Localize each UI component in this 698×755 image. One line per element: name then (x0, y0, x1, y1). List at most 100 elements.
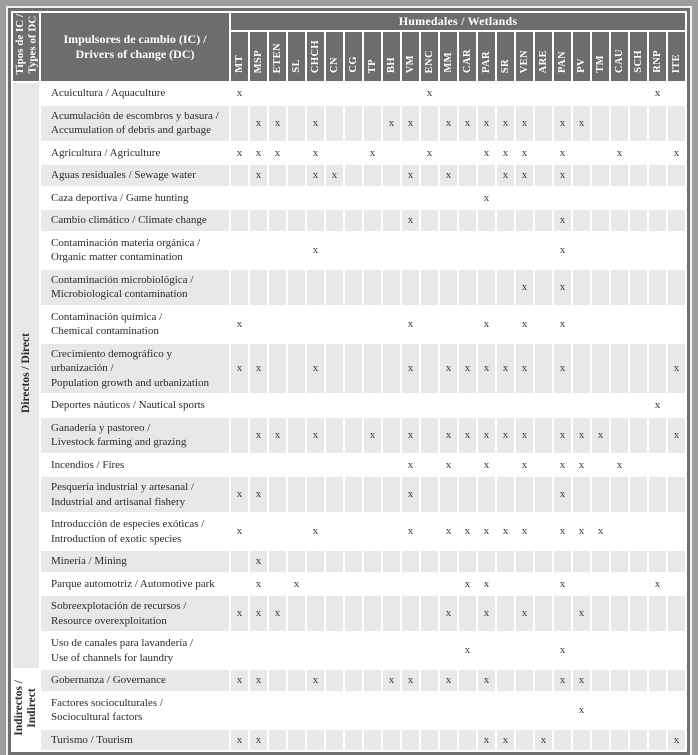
empty-cell (554, 692, 571, 728)
empty-cell (649, 596, 666, 631)
empty-cell (250, 514, 267, 549)
empty-cell (459, 83, 476, 104)
x-mark-cell: x (478, 670, 495, 691)
empty-cell (630, 670, 647, 691)
empty-cell (649, 551, 666, 572)
dc-type-group-label: Directos / Direct (19, 332, 32, 414)
empty-cell (497, 477, 514, 512)
x-mark-cell: x (478, 454, 495, 475)
empty-cell (611, 573, 628, 594)
x-mark-cell: x (307, 417, 324, 453)
x-mark-cell: x (231, 83, 248, 104)
empty-cell (345, 729, 362, 750)
column-code: SR (500, 58, 511, 73)
empty-cell (326, 514, 343, 549)
empty-cell (516, 729, 533, 750)
driver-label: Aguas residuales / Sewage water (41, 165, 229, 186)
column-header-car: CAR (459, 32, 476, 81)
empty-cell (288, 105, 305, 141)
x-mark-cell: x (516, 454, 533, 475)
column-code: CN (329, 57, 340, 73)
empty-cell (554, 395, 571, 416)
empty-cell (592, 343, 609, 393)
x-mark-cell: x (307, 514, 324, 549)
empty-cell (611, 269, 628, 305)
x-mark-cell: x (573, 670, 590, 691)
x-mark-cell: x (668, 729, 685, 750)
x-mark-cell: x (478, 142, 495, 163)
empty-cell (630, 551, 647, 572)
empty-cell (250, 269, 267, 305)
empty-cell (611, 343, 628, 393)
empty-cell (402, 187, 419, 208)
x-mark-cell: x (478, 729, 495, 750)
x-mark-cell: x (383, 670, 400, 691)
empty-cell (421, 477, 438, 512)
driver-row: Contaminación química / Chemical contamin… (13, 306, 685, 342)
empty-cell (402, 551, 419, 572)
driver-label: Factores socioculturales / Sociocultural … (41, 692, 229, 728)
empty-cell (288, 417, 305, 453)
empty-cell (573, 573, 590, 594)
empty-cell (592, 692, 609, 728)
column-code: MM (443, 52, 454, 73)
empty-cell (231, 269, 248, 305)
driver-row: Contaminación materia orgánica / Organic … (13, 232, 685, 268)
x-mark-cell: x (497, 514, 514, 549)
empty-cell (611, 729, 628, 750)
empty-cell (383, 165, 400, 186)
empty-cell (630, 729, 647, 750)
x-mark-cell: x (250, 573, 267, 594)
empty-cell (649, 105, 666, 141)
column-header-mm: MM (440, 32, 457, 81)
empty-cell (630, 596, 647, 631)
empty-cell (668, 105, 685, 141)
x-mark-cell: x (611, 142, 628, 163)
empty-cell (307, 83, 324, 104)
column-code: MT (234, 55, 245, 73)
empty-cell (592, 142, 609, 163)
empty-cell (231, 692, 248, 728)
empty-cell (345, 454, 362, 475)
x-mark-cell: x (497, 105, 514, 141)
empty-cell (288, 210, 305, 231)
empty-cell (269, 343, 286, 393)
empty-cell (307, 306, 324, 342)
empty-cell (364, 395, 381, 416)
empty-cell (421, 417, 438, 453)
empty-cell (478, 83, 495, 104)
empty-cell (421, 514, 438, 549)
empty-cell (326, 232, 343, 268)
driver-label: Acumulación de escombros y basura / Accum… (41, 105, 229, 141)
empty-cell (478, 633, 495, 668)
x-mark-cell: x (573, 514, 590, 549)
column-header-msp: MSP (250, 32, 267, 81)
empty-cell (459, 306, 476, 342)
empty-cell (421, 633, 438, 668)
empty-cell (383, 514, 400, 549)
empty-cell (459, 477, 476, 512)
driver-row: Agricultura / Agriculture x x x x x x x x x x x x (13, 142, 685, 163)
x-mark-cell: x (668, 142, 685, 163)
x-mark-cell: x (649, 573, 666, 594)
empty-cell (573, 551, 590, 572)
empty-cell (383, 187, 400, 208)
empty-cell (630, 343, 647, 393)
empty-cell (611, 210, 628, 231)
empty-cell (573, 395, 590, 416)
empty-cell (668, 454, 685, 475)
empty-cell (288, 670, 305, 691)
empty-cell (535, 187, 552, 208)
column-code: TP (367, 58, 378, 73)
x-mark-cell: x (497, 142, 514, 163)
driver-label: Contaminación materia orgánica / Organic … (41, 232, 229, 268)
empty-cell (402, 232, 419, 268)
empty-cell (402, 729, 419, 750)
empty-cell (421, 232, 438, 268)
empty-cell (573, 210, 590, 231)
empty-cell (668, 514, 685, 549)
empty-cell (649, 514, 666, 549)
empty-cell (630, 165, 647, 186)
empty-cell (345, 165, 362, 186)
column-header-tp: TP (364, 32, 381, 81)
